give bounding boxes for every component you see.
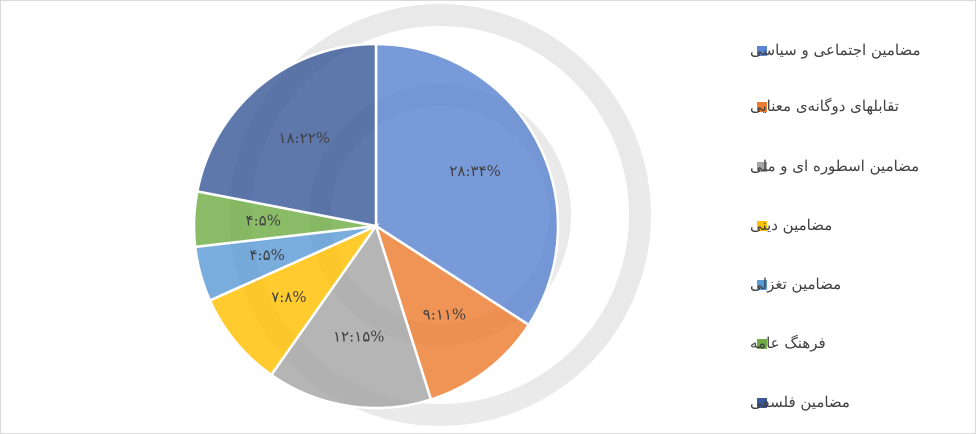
legend-swatch <box>757 221 767 231</box>
legend-label: مضامین اسطوره ای و ملی <box>750 157 919 175</box>
data-label: ۲۸:۳۴% <box>449 162 501 180</box>
data-label: ۱۲:۱۵% <box>333 328 385 346</box>
legend-swatch <box>757 398 767 408</box>
data-label: ۴:۵% <box>249 246 284 264</box>
data-label: ۹:۱۱% <box>423 306 466 324</box>
data-label: ۷:۸% <box>271 288 306 306</box>
pie-slice <box>269 223 433 410</box>
data-label: ۱۸:۲۲% <box>278 129 330 147</box>
pie-slice <box>195 42 378 228</box>
legend-swatch <box>757 339 767 349</box>
legend-label: تقابلهای دوگانه‌ی معنایی <box>750 97 899 115</box>
legend-label: فرهنگ عامه <box>750 334 826 352</box>
legend-swatch <box>757 102 767 112</box>
data-label: ۴:۵% <box>246 212 281 230</box>
pie-slice <box>208 222 380 377</box>
legend-label: مضامین دینی <box>750 216 832 234</box>
legend-label: مضامین تغزلی <box>750 275 841 293</box>
legend-swatch <box>757 280 767 290</box>
pie-slice <box>373 223 531 402</box>
legend-swatch <box>757 162 767 172</box>
legend-label: مضامین فلسفی <box>750 393 850 411</box>
legend-swatch <box>757 46 767 56</box>
legend-label: مضامین اجتماعی و سیاسی <box>750 41 921 59</box>
